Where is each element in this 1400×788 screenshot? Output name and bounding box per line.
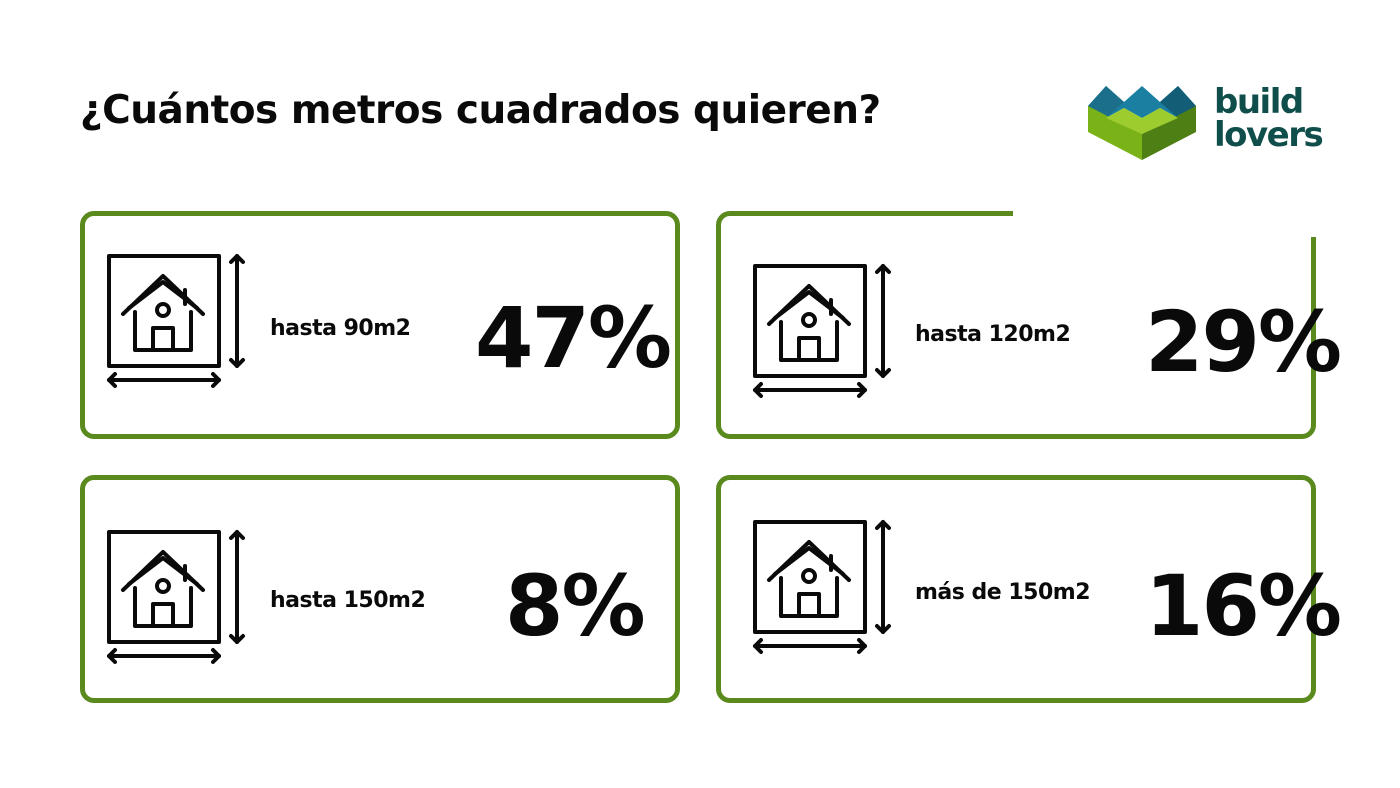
house-floor-plan-icon bbox=[753, 520, 891, 654]
card-value: 16% bbox=[1145, 557, 1342, 655]
border-gap bbox=[1306, 205, 1326, 237]
card-label: hasta 120m2 bbox=[915, 322, 1071, 347]
house-floor-plan-icon bbox=[107, 254, 245, 388]
build-lovers-logo: build lovers bbox=[1086, 82, 1326, 162]
border-gap bbox=[1013, 205, 1333, 219]
card-label: más de 150m2 bbox=[915, 580, 1091, 605]
page-title: ¿Cuántos metros cuadrados quieren? bbox=[80, 88, 881, 133]
card-label: hasta 90m2 bbox=[270, 316, 411, 341]
stat-card-150m2: hasta 150m2 8% bbox=[80, 475, 680, 703]
logo-cube-icon bbox=[1088, 86, 1196, 160]
house-floor-plan-icon bbox=[753, 264, 891, 398]
stat-card-120m2: hasta 120m2 29% bbox=[716, 211, 1342, 439]
logo-text-lovers: lovers bbox=[1214, 115, 1324, 155]
card-value: 47% bbox=[475, 289, 672, 387]
stat-card-90m2: hasta 90m2 47% bbox=[80, 211, 680, 439]
card-value: 29% bbox=[1145, 293, 1342, 391]
house-floor-plan-icon bbox=[107, 530, 245, 664]
stat-card-mas-150m2: más de 150m2 16% bbox=[716, 475, 1342, 703]
logo-text-build: build bbox=[1214, 82, 1304, 122]
card-value: 8% bbox=[505, 557, 646, 655]
card-label: hasta 150m2 bbox=[270, 588, 426, 613]
